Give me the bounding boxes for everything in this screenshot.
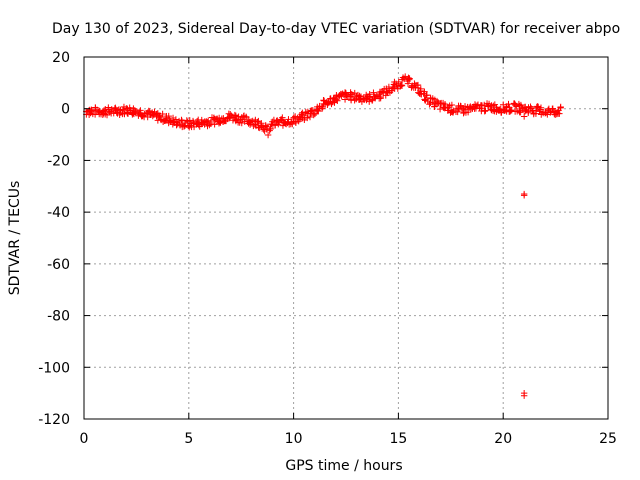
data-point — [306, 113, 314, 121]
data-point — [238, 119, 245, 127]
plot-frame — [83, 56, 609, 420]
data-point — [406, 76, 413, 83]
data-point — [517, 109, 524, 116]
data-point — [482, 107, 489, 114]
data-point — [151, 111, 159, 118]
axis-ticks: 0 5 10 15 20 25 20 0 -20 -40 -60 -80 -100 -120 — [38, 50, 617, 447]
data-point — [398, 82, 406, 89]
data-point — [534, 103, 541, 110]
y-tick-label: -120 — [38, 412, 70, 428]
data-point — [351, 89, 358, 97]
data-point — [180, 123, 188, 130]
y-tick-label: -100 — [38, 360, 70, 376]
x-tick-label: 10 — [285, 431, 303, 447]
data-point — [404, 80, 412, 87]
data-point — [100, 107, 108, 114]
data-point — [232, 112, 240, 120]
data-point — [129, 111, 136, 118]
data-point — [205, 117, 212, 124]
data-point — [518, 104, 526, 112]
data-point — [532, 110, 540, 117]
outlier-point — [520, 392, 528, 399]
y-tick-label: 0 — [61, 102, 70, 118]
data-points — [83, 73, 564, 399]
data-point — [262, 122, 269, 129]
y-tick-label: -20 — [47, 153, 70, 169]
data-point — [258, 120, 265, 127]
data-point — [267, 125, 274, 133]
data-point — [88, 106, 95, 114]
data-point — [159, 110, 166, 118]
data-point — [310, 111, 317, 119]
data-point — [370, 89, 377, 96]
data-point — [395, 78, 402, 86]
data-point — [448, 101, 456, 109]
y-axis-label: SDTVAR / TECUs — [7, 181, 23, 296]
data-point — [556, 110, 563, 117]
chart-title: Day 130 of 2023, Sidereal Day-to-day VTE… — [52, 21, 620, 37]
data-point — [508, 106, 515, 114]
data-point — [525, 108, 532, 115]
x-tick-label: 25 — [599, 431, 617, 447]
data-point — [304, 114, 311, 122]
data-point — [512, 101, 519, 109]
x-axis-label: GPS time / hours — [285, 458, 402, 474]
y-tick-label: -60 — [47, 257, 70, 273]
data-point — [537, 104, 545, 111]
data-point — [324, 101, 331, 109]
y-tick-label: 20 — [52, 50, 70, 66]
data-point — [481, 101, 488, 109]
data-point — [272, 121, 279, 129]
data-point — [423, 91, 431, 99]
data-point — [215, 120, 223, 127]
data-point — [320, 96, 327, 104]
data-point — [270, 116, 278, 124]
data-point — [320, 97, 328, 105]
data-point — [103, 111, 111, 119]
data-point — [557, 104, 564, 112]
data-point — [289, 120, 296, 128]
y-tick-label: -80 — [47, 309, 70, 325]
data-point — [116, 111, 123, 119]
data-point — [145, 107, 152, 115]
data-point — [474, 101, 482, 108]
data-point — [505, 100, 512, 108]
data-point — [348, 91, 355, 98]
data-point — [436, 105, 444, 113]
data-point — [292, 119, 300, 127]
data-point — [333, 96, 340, 103]
outlier-point — [520, 192, 528, 199]
data-point — [264, 131, 272, 139]
data-point — [517, 101, 525, 109]
data-point — [279, 114, 286, 121]
data-point — [169, 114, 177, 122]
data-point — [227, 110, 234, 118]
data-point — [421, 88, 428, 95]
data-point — [165, 112, 172, 120]
x-tick-label: 0 — [80, 431, 89, 447]
data-point — [298, 111, 305, 118]
y-tick-label: -40 — [47, 205, 70, 221]
outlier-point — [520, 113, 528, 120]
data-point — [334, 97, 341, 104]
data-point — [231, 111, 239, 119]
data-point — [126, 104, 133, 111]
x-tick-label: 20 — [494, 431, 512, 447]
data-point — [119, 106, 127, 113]
data-point — [390, 84, 397, 91]
data-point — [426, 101, 433, 108]
x-tick-label: 15 — [389, 431, 407, 447]
data-point — [315, 107, 322, 115]
data-point — [515, 107, 523, 114]
x-tick-label: 5 — [184, 431, 193, 447]
data-point — [254, 118, 261, 126]
data-point — [105, 104, 112, 111]
data-point — [172, 116, 180, 123]
